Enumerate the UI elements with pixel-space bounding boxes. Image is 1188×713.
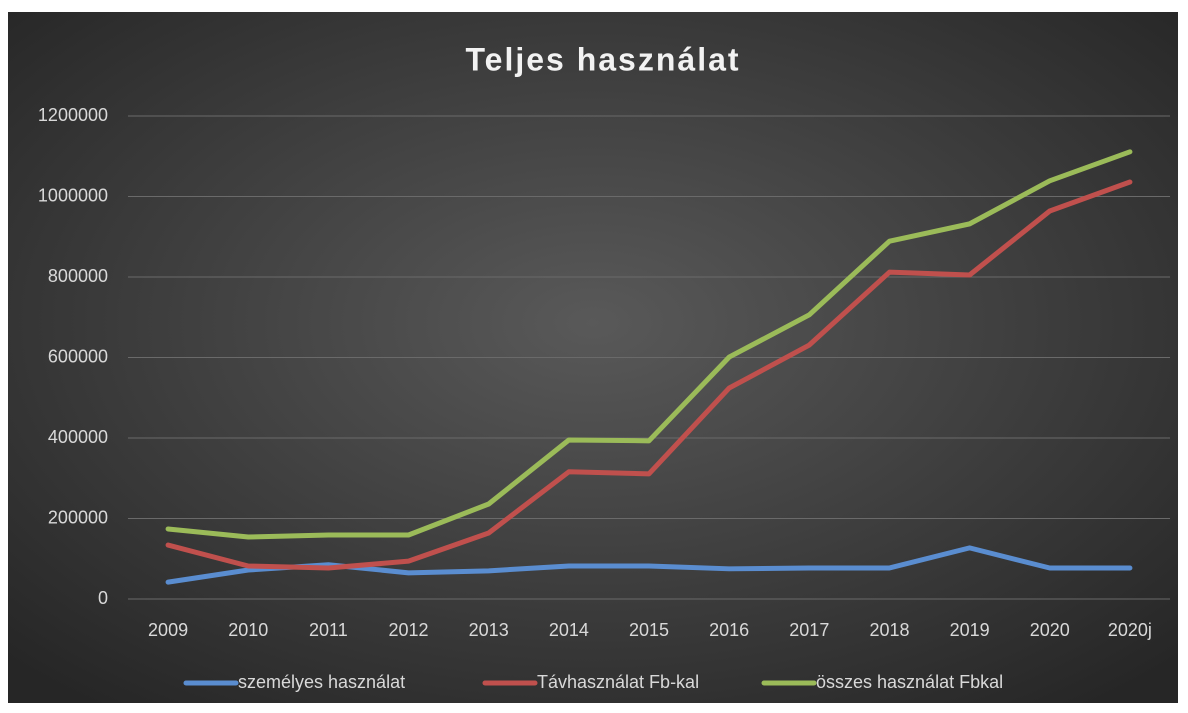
- x-tick-label: 2017: [789, 620, 829, 640]
- x-tick-label: 2012: [389, 620, 429, 640]
- series-line: [165, 149, 1133, 540]
- y-tick-label: 200000: [48, 507, 108, 527]
- y-tick-label: 800000: [48, 266, 108, 286]
- x-tick-label: 2014: [549, 620, 589, 640]
- x-tick-label: 2015: [629, 620, 669, 640]
- y-tick-label: 600000: [48, 346, 108, 366]
- y-tick-label: 400000: [48, 427, 108, 447]
- y-tick-label: 1000000: [38, 185, 108, 205]
- x-tick-label: 2010: [228, 620, 268, 640]
- chart-title: Teljes használat: [465, 41, 740, 77]
- x-tick-label: 2019: [950, 620, 990, 640]
- legend-label: személyes használat: [238, 672, 405, 692]
- legend-label: összes használat Fbkal: [816, 672, 1003, 692]
- x-tick-label: 2011: [309, 620, 348, 640]
- x-tick-label: 2020: [1030, 620, 1070, 640]
- legend-label: Távhasználat Fb-kal: [537, 672, 699, 692]
- y-tick-label: 0: [98, 588, 108, 608]
- y-tick-label: 1200000: [38, 105, 108, 125]
- x-tick-label: 2016: [709, 620, 749, 640]
- x-tick-label: 2018: [869, 620, 909, 640]
- x-tick-label: 2009: [148, 620, 188, 640]
- series-line: [165, 179, 1133, 571]
- x-tick-label: 2020j: [1108, 620, 1152, 640]
- series-line: [165, 545, 1133, 585]
- x-tick-label: 2013: [469, 620, 509, 640]
